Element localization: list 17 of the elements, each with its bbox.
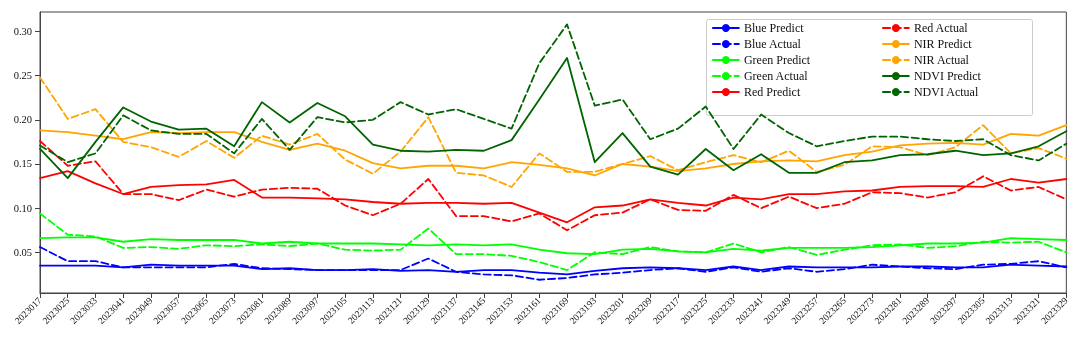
y-tick-label: 0.25 — [13, 70, 32, 82]
legend-label: Red Actual — [913, 21, 969, 35]
legend-label: NDVI Predict — [913, 69, 982, 83]
legend-label: Green Predict — [743, 53, 811, 67]
y-tick-label: 0.30 — [13, 25, 32, 37]
legend-label: Red Predict — [743, 85, 801, 99]
y-tick-label: 0.05 — [13, 246, 32, 258]
line-series — [39, 212, 1068, 271]
legend-label: NIR Predict — [913, 37, 973, 51]
y-tick-label: 0.20 — [13, 114, 32, 126]
y-tick-label: 0.15 — [13, 158, 32, 170]
legend-label: Green Actual — [743, 69, 809, 83]
legend-label: Blue Predict — [743, 21, 805, 35]
legend-label: NIR Actual — [913, 53, 970, 67]
legend-label: Blue Actual — [743, 37, 802, 51]
legend-label: NDVI Actual — [913, 85, 979, 99]
y-tick-label: 0.10 — [13, 202, 32, 214]
